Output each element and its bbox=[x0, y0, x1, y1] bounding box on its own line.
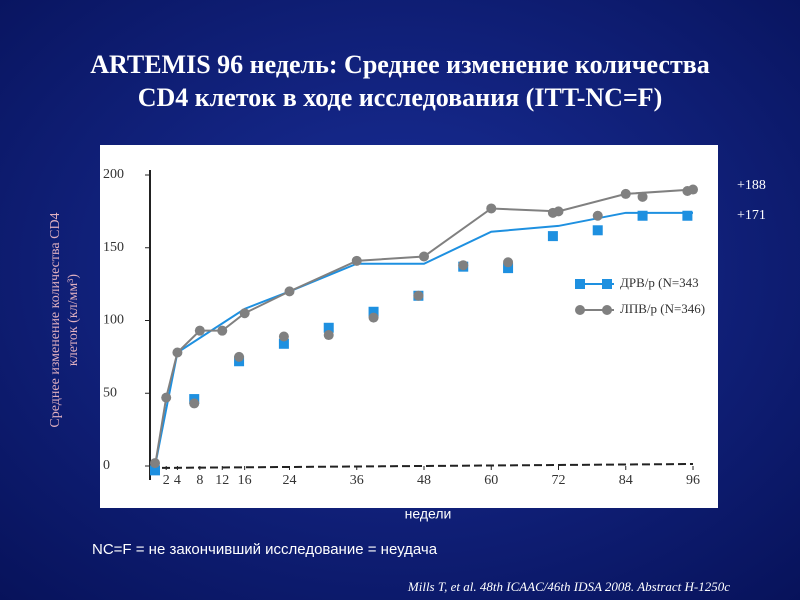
footnote: NC=F = не закончивший исследование = неу… bbox=[92, 541, 438, 558]
data-point bbox=[323, 322, 334, 333]
data-point bbox=[503, 263, 514, 274]
data-point bbox=[592, 225, 603, 236]
y-tick-label: 100 bbox=[103, 313, 124, 328]
line-point bbox=[620, 188, 631, 199]
x-tick-label: 84 bbox=[619, 473, 633, 488]
y-tick-label: 50 bbox=[103, 385, 117, 400]
y-tick-label: 150 bbox=[103, 240, 124, 255]
legend-marker bbox=[602, 279, 612, 289]
data-point bbox=[458, 260, 469, 271]
y-axis-label: Среднее изменение количества CD4 клеток (… bbox=[48, 212, 81, 427]
line-point bbox=[194, 325, 205, 336]
x-tick-label: 72 bbox=[552, 473, 566, 488]
line-point bbox=[419, 251, 429, 262]
data-point bbox=[503, 257, 514, 268]
slide-title: ARTEMIS 96 недель: Среднее изменение кол… bbox=[90, 50, 710, 112]
data-point bbox=[278, 338, 289, 349]
x-tick-label: 12 bbox=[215, 473, 229, 488]
x-tick-label: 24 bbox=[283, 473, 297, 488]
data-point bbox=[150, 465, 160, 476]
legend-marker bbox=[602, 305, 612, 315]
x-tick-label: 60 bbox=[484, 473, 498, 488]
x-axis-label: недели bbox=[405, 506, 452, 522]
data-point bbox=[368, 312, 379, 323]
y-tick-label: 200 bbox=[103, 167, 124, 182]
citation: Mills T, et al. 48th ICAAC/46th IDSA 200… bbox=[407, 579, 730, 594]
y-tick-label: 0 bbox=[103, 458, 110, 473]
legend-label: ЛПВ/р (N=346) bbox=[620, 301, 705, 316]
line-point bbox=[486, 203, 497, 214]
x-tick-label: 4 bbox=[174, 473, 181, 488]
data-point bbox=[547, 207, 558, 218]
data-point bbox=[189, 398, 200, 409]
baseline bbox=[149, 463, 694, 469]
line-point bbox=[284, 286, 295, 297]
line-point bbox=[172, 347, 183, 358]
x-tick-label: 8 bbox=[196, 473, 203, 488]
data-point bbox=[637, 210, 648, 221]
legend-marker bbox=[575, 305, 585, 315]
data-point bbox=[592, 210, 603, 221]
line-point bbox=[351, 255, 362, 266]
x-tick-label: 96 bbox=[686, 473, 700, 488]
x-tick-label: 48 bbox=[417, 473, 431, 488]
data-point bbox=[413, 290, 424, 301]
line-point bbox=[239, 308, 250, 319]
data-point bbox=[682, 186, 693, 197]
data-point bbox=[682, 210, 693, 221]
data-point bbox=[323, 330, 334, 341]
line-point bbox=[161, 392, 172, 403]
chart-panel bbox=[100, 145, 718, 508]
data-point bbox=[368, 306, 379, 317]
legend-marker bbox=[575, 279, 585, 289]
line-point bbox=[217, 325, 228, 336]
end-label: +171 bbox=[737, 208, 766, 223]
data-point bbox=[278, 331, 289, 342]
legend-label: ДРВ/р (N=343 bbox=[620, 275, 699, 290]
end-label: +188 bbox=[737, 178, 766, 193]
data-point bbox=[150, 458, 160, 469]
x-tick-label: 2 bbox=[163, 473, 170, 488]
x-tick-label: 36 bbox=[350, 473, 364, 488]
x-tick-label: 16 bbox=[238, 473, 252, 488]
data-point bbox=[234, 351, 245, 362]
data-point bbox=[547, 231, 558, 242]
data-point bbox=[637, 191, 648, 202]
